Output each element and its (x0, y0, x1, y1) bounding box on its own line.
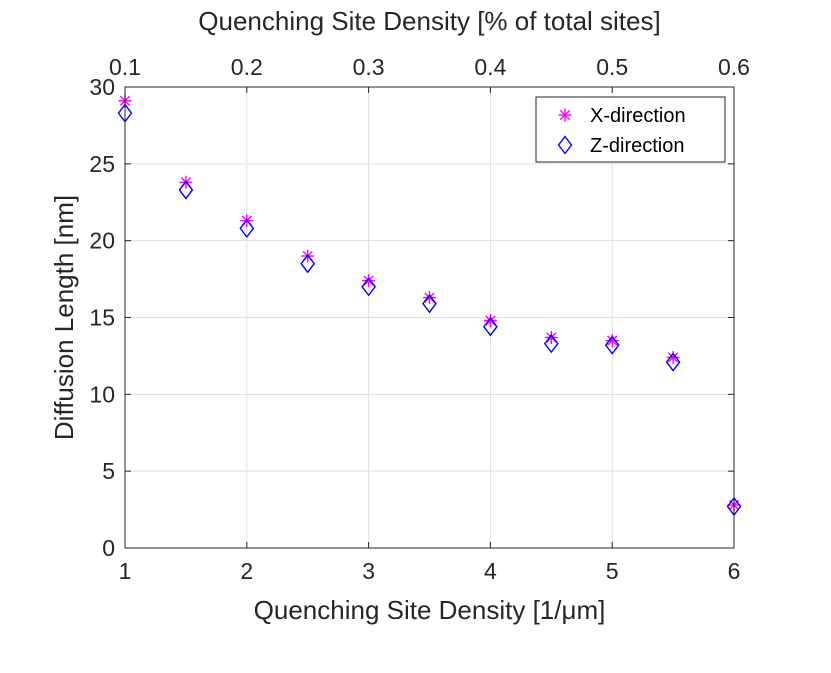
grid-lines (125, 87, 734, 548)
axis-ticks: 1 2 3 4 5 6 0.1 0.2 0.3 0.4 0.5 0.6 0 5 10 15 20 25 30 (89, 54, 750, 584)
x-tick-label: 3 (362, 558, 375, 584)
legend-diamond-icon (557, 135, 573, 155)
x-tick-label: 5 (606, 558, 619, 584)
data-point-x-direction (423, 291, 436, 305)
data-point-x-direction (483, 314, 497, 328)
y-tick-label: 20 (89, 228, 115, 254)
top-x-axis-label: Quenching Site Density [% of total sites… (198, 6, 660, 36)
top-x-tick-label: 0.4 (474, 54, 506, 80)
legend-label-x-direction: X-direction (590, 105, 686, 127)
data-point-z-direction (422, 294, 437, 314)
y-axis-label: Diffusion Length [nm] (49, 195, 79, 440)
legend-marker-z-direction (557, 135, 573, 155)
data-point-z-direction (483, 317, 498, 337)
legend: X-direction Z-direction (535, 96, 726, 163)
data-point-z-direction (239, 218, 255, 239)
data-point-z-direction (604, 335, 620, 355)
legend-marker-x-direction (558, 108, 572, 122)
top-x-tick-label: 0.3 (353, 54, 385, 80)
legend-label-z-direction: Z-direction (590, 135, 684, 157)
top-x-tick-label: 0.2 (231, 54, 263, 80)
x-tick-label: 2 (240, 558, 253, 584)
data-point-z-direction (361, 277, 376, 297)
y-tick-label: 0 (102, 535, 115, 561)
top-x-tick-label: 0.5 (596, 54, 628, 80)
top-x-tick-label: 0.1 (109, 54, 141, 80)
data-point-z-direction (300, 254, 316, 274)
y-tick-label: 25 (89, 151, 115, 177)
data-point-z-direction (665, 352, 681, 372)
x-tick-label: 1 (119, 558, 132, 584)
y-tick-label: 5 (102, 458, 115, 484)
data-point-z-direction (543, 333, 559, 354)
y-tick-label: 30 (89, 74, 115, 100)
top-x-tick-label: 0.6 (718, 54, 750, 80)
y-tick-label: 10 (89, 381, 115, 407)
data-point-x-direction (544, 330, 558, 344)
x-axis-label: Quenching Site Density [1/μm] (254, 595, 606, 625)
y-tick-label: 15 (89, 305, 115, 331)
data-point-x-direction (362, 274, 376, 288)
legend-asterisk-icon (558, 108, 572, 122)
x-tick-label: 4 (484, 558, 497, 584)
data-point-z-direction (178, 180, 194, 200)
x-tick-label: 6 (728, 558, 741, 584)
